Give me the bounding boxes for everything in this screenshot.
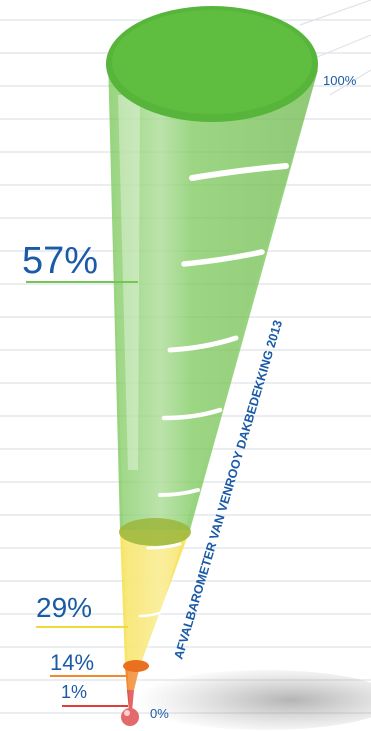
tick-arc	[138, 610, 164, 618]
tick-arc	[167, 335, 239, 353]
grid-line	[299, 0, 371, 26]
scale-min-label: 0%	[150, 706, 169, 721]
gauge-shadow	[135, 670, 371, 730]
tick-arc	[189, 163, 289, 181]
tick-arc	[161, 407, 223, 421]
gauge-top-inner	[112, 10, 312, 114]
gauge-bulb-shine	[124, 710, 130, 716]
gauge-bulb	[121, 708, 139, 726]
scale-max-label: 100%	[323, 73, 357, 88]
tick-arc	[146, 542, 182, 550]
value-label-57: 57%	[22, 240, 99, 282]
grid-line	[329, 69, 371, 96]
boundary-yellow-orange	[123, 660, 149, 672]
value-label-1: 1%	[61, 682, 88, 702]
tick-arc	[181, 249, 265, 267]
boundary-green-yellow	[119, 518, 191, 546]
value-label-14: 14%	[50, 650, 95, 675]
value-label-29: 29%	[36, 592, 93, 623]
grid-line	[309, 34, 371, 61]
tick-arc	[158, 488, 200, 497]
